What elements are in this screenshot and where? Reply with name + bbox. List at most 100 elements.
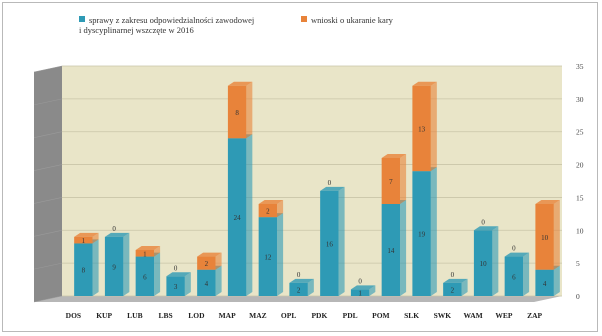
data-label-series-2: 0 (297, 271, 301, 279)
bar-series-2-side (277, 200, 284, 218)
data-label-series-2: 10 (541, 234, 549, 242)
bar-series-1 (320, 190, 339, 296)
legend-series-1: sprawy z zakresu odpowiedzialności zawod… (79, 15, 299, 35)
bar-series-1 (412, 171, 431, 296)
x-category-label: LBS (159, 311, 173, 320)
bar-series-2 (227, 85, 247, 139)
bar-series-1-top (104, 232, 130, 237)
data-label-series-2: 2 (205, 260, 209, 268)
data-label-series-2: 0 (481, 218, 485, 226)
x-category-label: MAP (219, 311, 236, 320)
x-category-label: OPL (281, 311, 296, 320)
x-category-label: KUP (96, 311, 112, 320)
bar-series-1-top (504, 252, 530, 257)
data-label-series-2: 2 (266, 208, 270, 216)
chart-side-wall (34, 66, 62, 302)
x-category-label: PDL (343, 311, 358, 320)
bar-series-1-top (166, 272, 191, 277)
bar-series-2-top (381, 154, 407, 158)
bar-series-1 (227, 138, 247, 296)
x-category-label: LOD (188, 311, 205, 320)
bar-series-1 (473, 230, 493, 296)
gridline-side (33, 131, 63, 139)
gridline-side (33, 65, 63, 73)
legend-series-2: wnioski o ukaranie kary (301, 15, 461, 25)
bar-series-1-side (461, 278, 468, 296)
data-label-series-2: 7 (389, 178, 393, 186)
data-label-series-2: 0 (328, 179, 332, 187)
gridline-side (33, 229, 63, 237)
data-label-series-1: 4 (543, 280, 547, 288)
bar-series-2-side (92, 232, 99, 244)
data-label-series-2: 0 (112, 225, 116, 233)
legend-series-2-label: wnioski o ukaranie kary (311, 15, 393, 25)
bar-series-1-side (400, 200, 407, 296)
legend-swatch-series-1 (79, 16, 85, 22)
bar-series-1 (289, 282, 308, 296)
bar-series-1-side (92, 239, 99, 296)
y-tick-label: 35 (576, 62, 584, 71)
data-label-series-1: 8 (82, 267, 86, 275)
chart-floor (34, 296, 562, 302)
bar-series-1-side (123, 232, 130, 296)
x-category-label: LUB (127, 311, 142, 320)
bar-series-2-side (400, 154, 407, 204)
bar-series-1 (104, 236, 124, 296)
bar-series-1 (166, 276, 185, 296)
gridline-side (33, 295, 63, 303)
bar-series-1 (381, 204, 401, 296)
bar-series-1-side (553, 265, 560, 296)
x-category-label: WAM (464, 311, 483, 320)
gridline-side (33, 197, 63, 204)
y-tick-label: 5 (576, 259, 580, 268)
data-label-series-1: 6 (512, 273, 516, 281)
bar-series-2-side (430, 81, 437, 172)
bar-series-2-top (535, 200, 560, 204)
bar-series-1 (350, 289, 370, 296)
y-tick-label: 20 (576, 161, 584, 170)
bar-series-1 (135, 256, 155, 296)
bar-series-1-side (154, 252, 161, 296)
x-category-label: MAZ (249, 311, 267, 320)
y-tick-label: 10 (576, 226, 584, 235)
bar-series-2-top (197, 252, 222, 257)
y-tick-label: 25 (576, 128, 584, 137)
bar-series-1-side (246, 134, 253, 296)
data-label-series-2: 0 (451, 271, 455, 279)
data-label-series-2: 1 (82, 237, 86, 245)
data-label-series-1: 9 (112, 263, 116, 271)
chart-back-wall (62, 66, 562, 296)
bar-series-1 (197, 269, 216, 296)
y-tick-label: 15 (576, 193, 584, 202)
bar-series-2 (412, 85, 431, 172)
bar-series-1-side (369, 285, 376, 296)
data-label-series-1: 16 (326, 240, 334, 248)
x-category-label: PDK (311, 311, 327, 320)
bar-series-2-top (227, 81, 253, 86)
data-label-series-1: 24 (234, 214, 242, 222)
bar-series-2-top (74, 232, 99, 237)
bar-series-1-side (523, 252, 530, 296)
bar-series-1 (504, 256, 524, 296)
x-category-label: POM (372, 311, 390, 320)
bar-series-1-side (184, 272, 191, 296)
bar-series-2 (381, 158, 401, 204)
bar-series-2 (258, 204, 278, 218)
data-label-series-1: 3 (174, 283, 178, 291)
legend-series-1-line-1: sprawy z zakresu odpowiedzialności zawod… (89, 15, 255, 25)
data-label-series-1: 4 (205, 280, 209, 288)
bar-series-1-top (320, 186, 345, 191)
data-label-series-1: 12 (264, 254, 272, 262)
data-label-series-1: 19 (418, 231, 426, 239)
data-label-series-1: 14 (387, 247, 395, 255)
bar-series-1-top (443, 278, 468, 283)
bar-series-2-side (215, 252, 222, 270)
legend-swatch-series-2 (301, 16, 307, 22)
gridline-side (33, 98, 63, 106)
data-label-series-2: 0 (174, 264, 178, 272)
x-category-label: SLK (404, 311, 419, 320)
data-label-series-1: 2 (297, 286, 301, 294)
x-category-label: WEP (495, 311, 513, 320)
bar-series-1 (258, 217, 278, 296)
bar-series-1-side (492, 226, 499, 296)
